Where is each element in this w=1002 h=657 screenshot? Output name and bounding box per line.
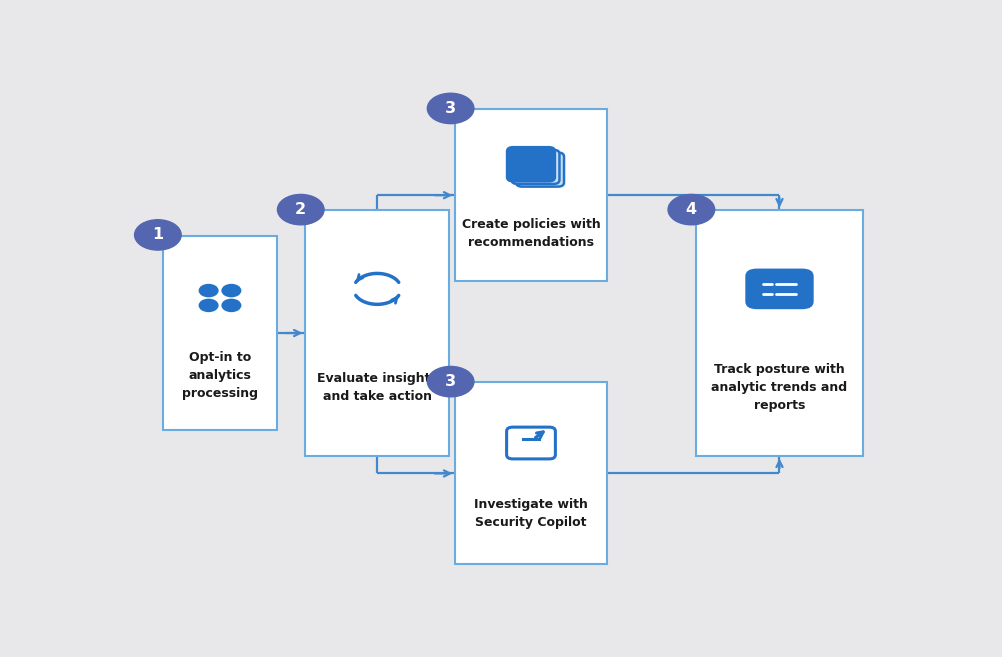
- Circle shape: [427, 367, 474, 397]
- Circle shape: [199, 284, 217, 297]
- FancyBboxPatch shape: [745, 269, 814, 309]
- FancyBboxPatch shape: [455, 109, 606, 281]
- FancyBboxPatch shape: [162, 236, 278, 430]
- Text: 1: 1: [152, 227, 163, 242]
- FancyBboxPatch shape: [696, 210, 863, 456]
- Text: Opt-in to
analytics
processing: Opt-in to analytics processing: [182, 351, 258, 400]
- Circle shape: [134, 219, 181, 250]
- Text: Investigate with
Security Copilot: Investigate with Security Copilot: [474, 498, 588, 529]
- Circle shape: [278, 194, 324, 225]
- FancyBboxPatch shape: [306, 210, 449, 456]
- Text: Create policies with
recommendations: Create policies with recommendations: [462, 217, 600, 248]
- Text: 3: 3: [445, 101, 456, 116]
- Circle shape: [222, 300, 240, 311]
- Text: Evaluate insights
and take action: Evaluate insights and take action: [317, 371, 438, 403]
- Text: 3: 3: [445, 374, 456, 389]
- Text: 4: 4: [685, 202, 697, 217]
- Circle shape: [222, 284, 240, 297]
- Circle shape: [199, 300, 217, 311]
- FancyBboxPatch shape: [512, 150, 559, 184]
- Circle shape: [427, 93, 474, 124]
- FancyBboxPatch shape: [507, 147, 555, 181]
- FancyBboxPatch shape: [516, 152, 564, 187]
- Text: Track posture with
analytic trends and
reports: Track posture with analytic trends and r…: [711, 363, 848, 411]
- FancyBboxPatch shape: [455, 382, 606, 564]
- Text: 2: 2: [296, 202, 307, 217]
- Circle shape: [668, 194, 714, 225]
